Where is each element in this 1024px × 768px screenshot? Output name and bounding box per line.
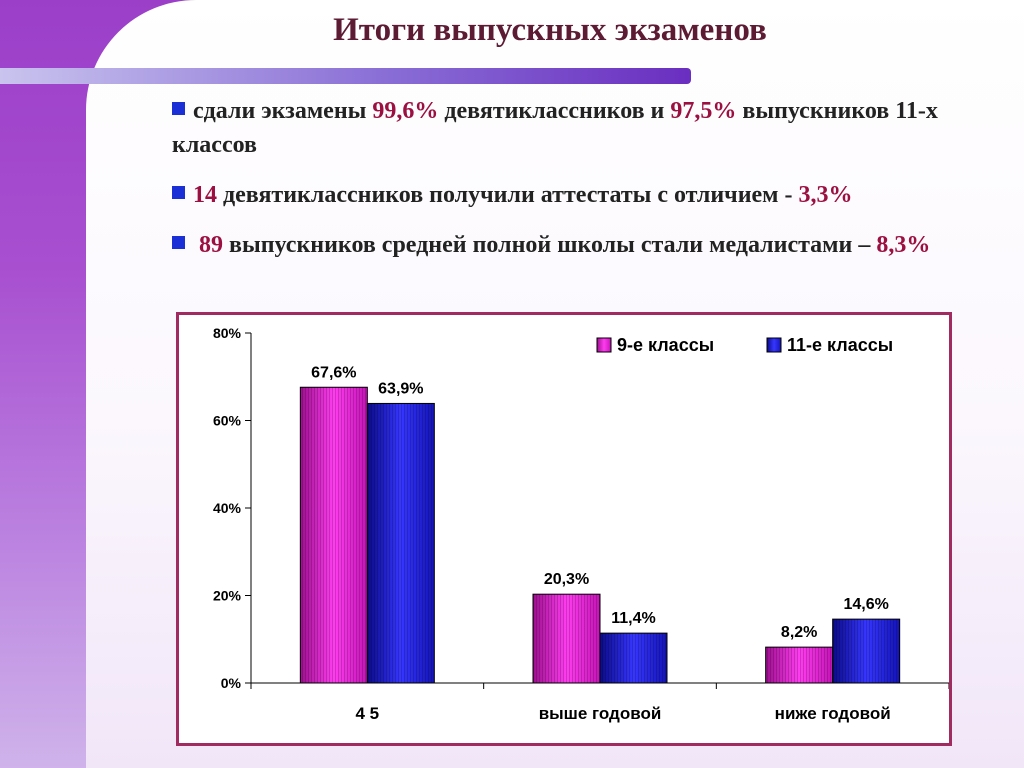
highlight-value: 97,5% — [670, 98, 737, 124]
category-label: 4 5 — [356, 704, 380, 723]
highlight-value: 8,3% — [876, 232, 931, 258]
bullet-item: 89 выпускников средней полной школы стал… — [172, 228, 1002, 262]
y-tick-label: 60% — [213, 413, 242, 429]
title-underline — [0, 68, 691, 84]
bar-texture — [600, 633, 667, 683]
y-tick-label: 40% — [213, 500, 242, 516]
legend-label: 9-е классы — [617, 335, 714, 355]
category-label: выше годовой — [539, 704, 662, 723]
legend-swatch-11 — [766, 337, 782, 353]
data-label: 63,9% — [378, 380, 423, 397]
slide-title: Итоги выпускных экзаменов — [333, 12, 767, 48]
highlight-value: 3,3% — [798, 182, 853, 208]
bullet-square-icon — [172, 102, 185, 115]
bullet-list: сдали экзамены 99,6% девятиклассников и … — [172, 94, 1002, 278]
bullet-text: девятиклассников получили аттестаты с от… — [217, 182, 799, 208]
bullet-item: сдали экзамены 99,6% девятиклассников и … — [172, 94, 1002, 162]
bullet-square-icon — [172, 186, 185, 199]
highlight-value: 99,6% — [372, 98, 439, 124]
bullet-text: выпускников 11-х классов — [172, 98, 938, 158]
data-label: 8,2% — [781, 624, 817, 641]
y-tick-label: 0% — [221, 675, 242, 691]
bar-texture — [367, 403, 435, 683]
data-label: 14,6% — [843, 596, 888, 613]
y-tick-label: 20% — [213, 588, 242, 604]
bar-texture — [300, 387, 368, 683]
chart-frame: 0% 20% 40% 60% 80% 4 5 67,6% 63,9% выше годовой 2… — [176, 312, 952, 746]
bar-texture — [765, 647, 833, 683]
legend-swatch-9 — [596, 337, 612, 353]
bullet-square-icon — [172, 236, 185, 249]
bullet-text: девятиклассников и — [438, 98, 671, 124]
bar-chart: 0% 20% 40% 60% 80% 4 5 67,6% 63,9% выше годовой 2… — [213, 325, 950, 723]
highlight-value: 89 — [193, 232, 223, 258]
y-tick-label: 80% — [213, 325, 242, 341]
category-label: ниже годовой — [775, 704, 891, 723]
data-label: 11,4% — [611, 610, 655, 627]
legend-label: 11-е классы — [787, 335, 893, 355]
bar-texture — [832, 619, 900, 683]
bar-texture — [533, 594, 600, 683]
data-label: 67,6% — [311, 364, 356, 381]
bullet-item: 14 девятиклассников получили аттестаты с… — [172, 178, 1002, 212]
data-label: 20,3% — [544, 571, 589, 588]
bullet-text: сдали экзамены — [193, 98, 373, 124]
bullet-text: выпускников средней полной школы стали м… — [223, 232, 877, 258]
highlight-value: 14 — [193, 182, 217, 208]
